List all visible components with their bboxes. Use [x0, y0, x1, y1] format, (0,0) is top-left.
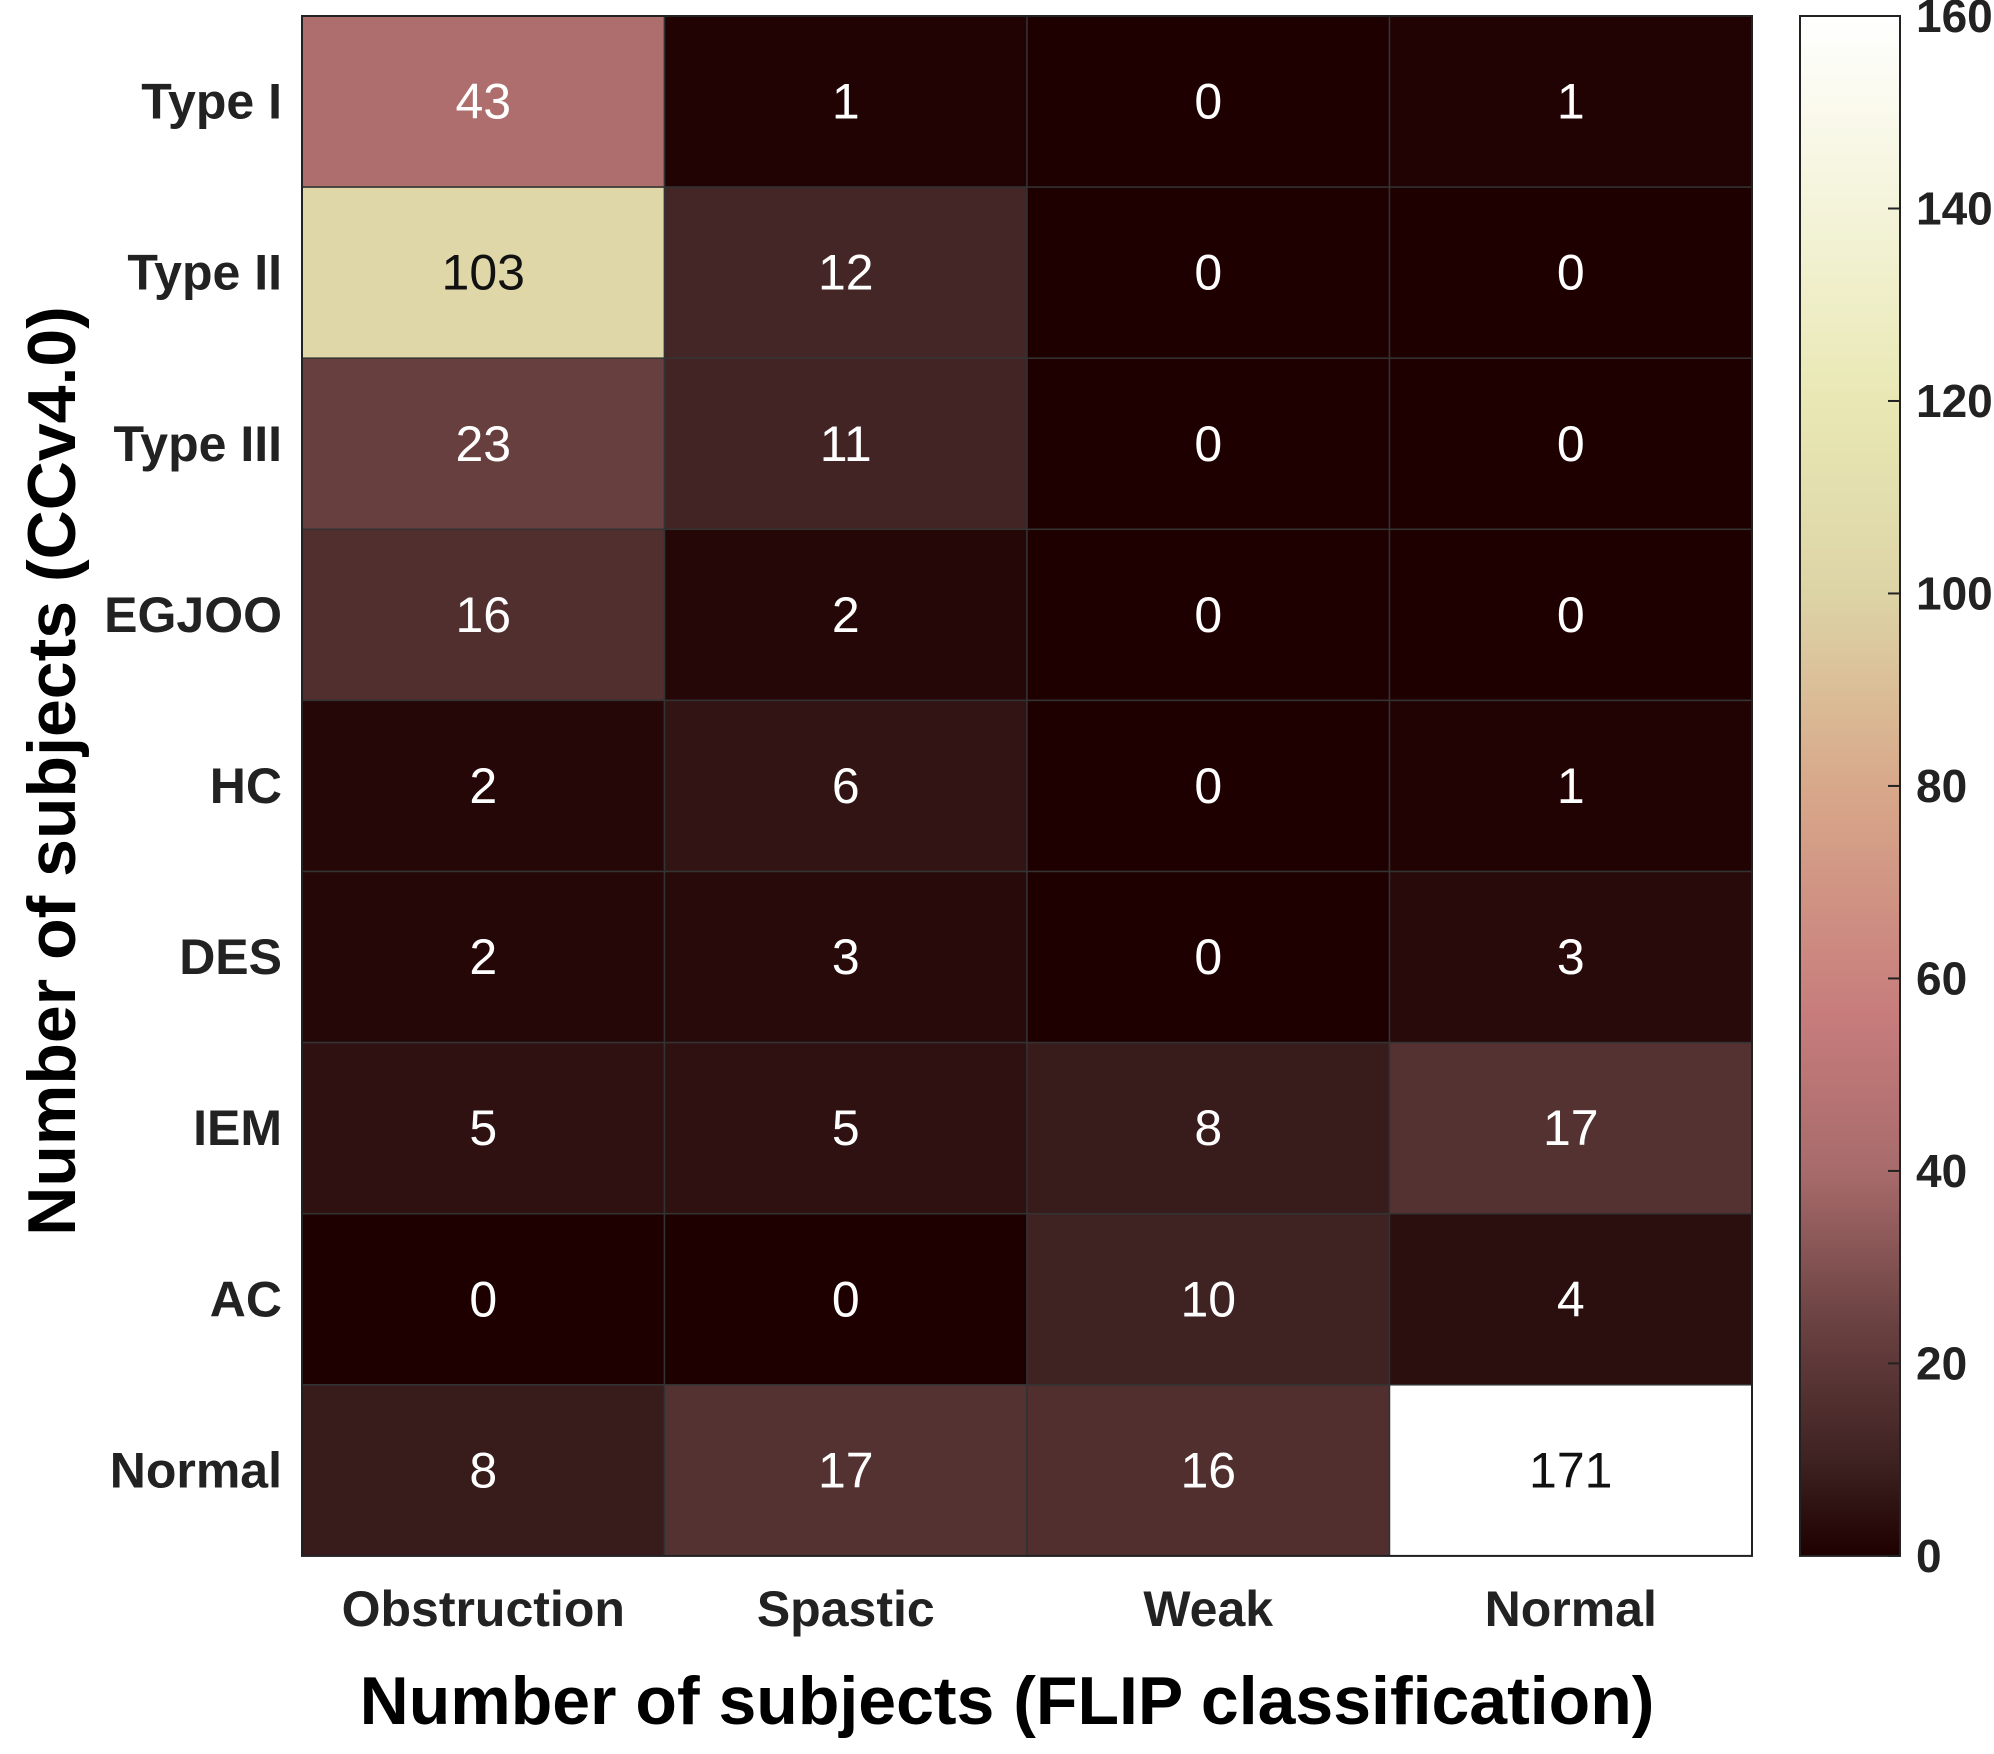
x-tick-label: Obstruction [342, 1581, 625, 1637]
heatmap-cell [1388, 357, 1753, 531]
y-tick-label: HC [210, 758, 282, 814]
heatmap-cell [1388, 1384, 1753, 1557]
heatmap-cell [663, 357, 1028, 531]
heatmap-cell-value: 23 [455, 416, 511, 472]
heatmap-cell [663, 699, 1028, 873]
plot-frame [301, 15, 1753, 1557]
heatmap-cell-value: 103 [442, 245, 525, 301]
heatmap-cell-value: 0 [1194, 416, 1222, 472]
colorbar-tick-label: 40 [1916, 1145, 1967, 1197]
heatmap-cell-value: 8 [469, 1442, 497, 1498]
heatmap-cell [663, 1384, 1028, 1557]
y-tick-label: DES [179, 929, 282, 985]
y-tick-label: Type III [113, 416, 282, 472]
heatmap-cell-value: 11 [820, 416, 872, 472]
heatmap-cell-value: 0 [832, 1271, 860, 1327]
colorbar: 0 20 40 60 80 100 120 140 160 [1799, 0, 1993, 1582]
heatmap-cell [1026, 186, 1391, 359]
colorbar-tick-label: 160 [1916, 0, 1993, 42]
heatmap-cell [1026, 528, 1391, 702]
heatmap-cell-value: 0 [1194, 929, 1222, 985]
y-tick-label: IEM [193, 1100, 282, 1156]
x-tick-label: Spastic [757, 1581, 935, 1637]
heatmap-cell-value: 1 [1557, 758, 1585, 814]
colorbar-tick-label: 140 [1916, 182, 1993, 234]
heatmap-cell [301, 15, 666, 188]
heatmap-cell-value: 0 [1194, 587, 1222, 643]
heatmap-cell [1026, 1212, 1391, 1386]
heatmap-cell-value: 0 [1557, 587, 1585, 643]
heatmap-cell-value: 3 [832, 929, 860, 985]
heatmap-cell-value: 2 [469, 929, 497, 985]
heatmap-cell-value: 16 [455, 587, 511, 643]
heatmap-cell [301, 1212, 666, 1386]
heatmap-cell-value: 8 [1194, 1100, 1222, 1156]
heatmap-cell-value: 0 [1557, 245, 1585, 301]
heatmap-cell-value: 5 [832, 1100, 860, 1156]
heatmap-cell-value: 12 [818, 245, 874, 301]
heatmap-cell-value: 16 [1180, 1442, 1236, 1498]
y-tick-label: Type I [141, 74, 282, 130]
y-tick-label: Type II [127, 245, 282, 301]
heatmap-cell [1388, 699, 1753, 873]
y-tick-labels: Type I Type II Type III EGJOO HC DES IEM AC Norm… [104, 74, 282, 1499]
heatmap-cell [301, 699, 666, 873]
heatmap-cell-value: 0 [469, 1271, 497, 1327]
heatmap-cell [1388, 1041, 1753, 1215]
heatmap-cell [1388, 15, 1753, 188]
heatmap-cell [1388, 528, 1753, 702]
y-tick-label: EGJOO [104, 587, 282, 643]
x-tick-labels: Obstruction Spastic Weak Normal [342, 1581, 1657, 1637]
x-tick-label: Weak [1143, 1581, 1273, 1637]
colorbar-tick-label: 100 [1916, 567, 1993, 619]
heatmap-cell-value: 5 [469, 1100, 497, 1156]
heatmap-cell [663, 1041, 1028, 1215]
heatmap-cell [663, 528, 1028, 702]
heatmap-cell-value: 17 [818, 1442, 874, 1498]
heatmap-cell [1026, 1384, 1391, 1557]
x-tick-label: Normal [1485, 1581, 1657, 1637]
heatmap-cell-value: 0 [1557, 416, 1585, 472]
heatmap-cell [1026, 699, 1391, 873]
colorbar-tick-label: 80 [1916, 760, 1967, 812]
heatmap-cell-value: 1 [1557, 74, 1585, 130]
y-tick-label: Normal [110, 1442, 282, 1498]
colorbar-tick-label: 0 [1916, 1530, 1942, 1582]
heatmap-cell [301, 186, 666, 359]
heatmap-cell [1026, 1041, 1391, 1215]
y-axis-title: Number of subjects (CCv4.0) [14, 306, 90, 1236]
colorbar-tick-label: 20 [1916, 1337, 1967, 1389]
heatmap-cell-value: 1 [832, 74, 860, 130]
heatmap-cell [663, 15, 1028, 188]
heatmap-cell-value: 3 [1557, 929, 1585, 985]
heatmap-cell-value: 2 [832, 587, 860, 643]
heatmap-cell-value: 17 [1543, 1100, 1599, 1156]
heatmap-cell-value: 0 [1194, 74, 1222, 130]
x-axis-title: Number of subjects (FLIP classification) [360, 1663, 1655, 1739]
heatmap-cell [663, 870, 1028, 1044]
heatmap-cell [301, 1041, 666, 1215]
heatmap-cell-value: 43 [455, 74, 511, 130]
y-tick-label: AC [210, 1271, 282, 1327]
heatmap-cell-value: 0 [1194, 758, 1222, 814]
heatmap-cell [1026, 870, 1391, 1044]
heatmap-cell-value: 2 [469, 758, 497, 814]
colorbar-tick-label: 60 [1916, 952, 1967, 1004]
heatmap-cell [663, 186, 1028, 359]
colorbar-scale [1799, 15, 1901, 1557]
heatmap-cell-value: 171 [1529, 1442, 1612, 1498]
heatmap-cell-value: 10 [1180, 1271, 1236, 1327]
heatmap-cell [301, 870, 666, 1044]
heatmap-cell [1388, 186, 1753, 359]
heatmap-cell-value: 6 [832, 758, 860, 814]
heatmap-cell-value: 4 [1557, 1271, 1585, 1327]
heatmap-cell [301, 528, 666, 702]
colorbar-tick-label: 120 [1916, 375, 1993, 427]
heatmap-cell-value: 0 [1194, 245, 1222, 301]
